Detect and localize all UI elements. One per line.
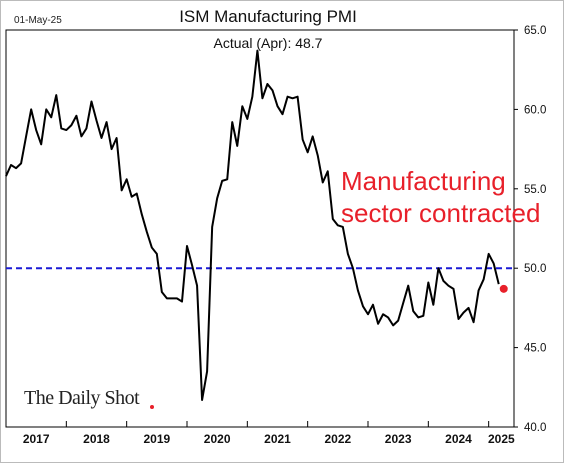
y-axis: 40.0 45.0 50.0 55.0 60.0 65.0 bbox=[514, 25, 546, 434]
daily-shot-logo: The Daily Shot bbox=[24, 387, 154, 409]
plot-frame bbox=[5, 29, 515, 428]
y-tick-label: 60.0 bbox=[524, 104, 546, 116]
x-axis: 2017 2018 2019 2020 2021 2022 2023 2024 2025 bbox=[23, 421, 515, 446]
x-tick-label: 2020 bbox=[204, 432, 231, 446]
chart-subtitle: Actual (Apr): 48.7 bbox=[214, 35, 323, 51]
chart-title: ISM Manufacturing PMI bbox=[179, 7, 357, 26]
x-tick-label: 2017 bbox=[23, 432, 50, 446]
y-tick-label: 55.0 bbox=[524, 184, 546, 196]
x-tick-label: 2019 bbox=[143, 432, 170, 446]
pmi-series-line bbox=[5, 49, 500, 401]
x-tick-label: 2024 bbox=[445, 432, 472, 446]
y-tick-label: 40.0 bbox=[524, 422, 546, 434]
x-tick-label: 2021 bbox=[264, 432, 291, 446]
x-tick-label: 2018 bbox=[83, 432, 110, 446]
watermark-text: The Daily Shot bbox=[24, 387, 140, 409]
logo-dot bbox=[150, 405, 154, 409]
date-stamp: 01-May-25 bbox=[14, 15, 62, 26]
x-tick-label: 2023 bbox=[385, 432, 412, 446]
latest-value-marker bbox=[499, 284, 508, 293]
annotation-line-1: Manufacturing bbox=[341, 166, 506, 196]
x-tick-label: 2022 bbox=[324, 432, 351, 446]
annotation-line-2: sector contracted bbox=[341, 198, 540, 228]
annotation: Manufacturing sector contracted bbox=[341, 166, 540, 228]
y-tick-label: 45.0 bbox=[524, 343, 546, 355]
y-tick-label: 65.0 bbox=[524, 25, 546, 37]
y-tick-label: 50.0 bbox=[524, 263, 546, 275]
x-tick-label: 2025 bbox=[488, 432, 515, 446]
